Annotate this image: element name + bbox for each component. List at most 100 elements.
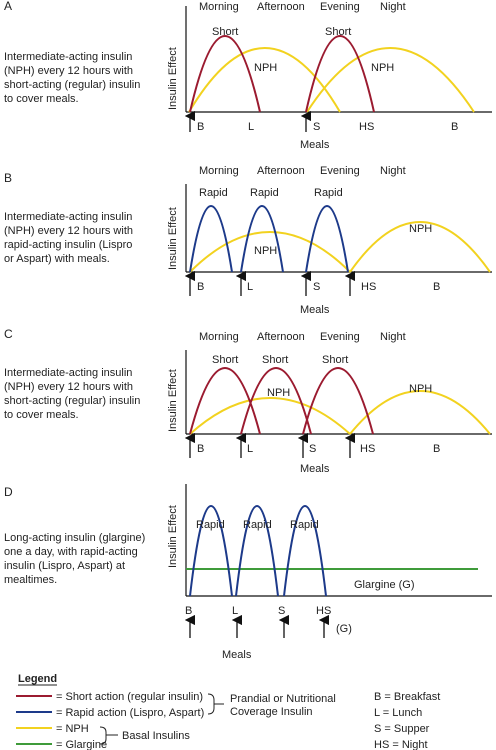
panel-c-desc-line-4: to cover meals. — [4, 409, 79, 421]
legend-basal-label: Basal Insulins — [122, 730, 190, 742]
panel-d-desc-line-3: insulin (Lispro, Aspart) at — [4, 560, 125, 572]
panel-c-label-short-2: Short — [262, 354, 288, 366]
panel-c-nph-curve-1 — [189, 397, 351, 435]
panel-a-label-nph-2: NPH — [371, 62, 394, 74]
legend-item-nph: = NPH — [56, 723, 89, 735]
panel-d-meal-l: L — [232, 605, 238, 617]
panel-b-label-rapid-2: Rapid — [250, 187, 279, 199]
panel-a-desc-line-4: to cover meals. — [4, 93, 79, 105]
panel-a-meal-s: S — [313, 121, 320, 133]
panel-b-letter: B — [4, 171, 12, 185]
panel-d-desc-line-1: Long-acting insulin (glargine) — [4, 532, 145, 544]
panel-c-short-curve-1 — [189, 367, 261, 435]
panel-b-desc-line-4: or Aspart) with meals. — [4, 253, 110, 265]
panel-c-period-night: Night — [380, 331, 406, 343]
legend-abbr-lunch: L = Lunch — [374, 707, 422, 719]
panel-a-meal-b: B — [197, 121, 204, 133]
panel-a-period-afternoon: Afternoon — [257, 1, 305, 13]
panel-d-desc-line-4: mealtimes. — [4, 574, 57, 586]
panel-d-meals-label: Meals — [222, 649, 252, 661]
panel-d: D Long-acting insulin (glargine) one a d… — [4, 484, 492, 661]
panel-c-nph-curve-2 — [349, 390, 491, 435]
panel-b-period-night: Night — [380, 165, 406, 177]
panel-b-meals-label: Meals — [300, 304, 330, 316]
panel-b-label-rapid-1: Rapid — [199, 187, 228, 199]
panel-b-meal-s: S — [313, 281, 320, 293]
panel-a-period-night: Night — [380, 1, 406, 13]
panel-b-label-rapid-3: Rapid — [314, 187, 343, 199]
panel-a-label-short-1: Short — [212, 26, 238, 38]
panel-c-period-morning: Morning — [199, 331, 239, 343]
panel-a-nph-curve-1 — [188, 47, 341, 113]
panel-d-meal-hs: HS — [316, 605, 331, 617]
panel-a: A Intermediate-acting insulin (NPH) ever… — [4, 0, 492, 151]
legend-abbr-breakfast: B = Breakfast — [374, 691, 440, 703]
panel-c-meal-l: L — [247, 443, 253, 455]
panel-b-meal-b: B — [197, 281, 204, 293]
panel-a-desc-line-2: (NPH) every 12 hours with — [4, 65, 133, 77]
panel-d-glargine-marker: (G) — [336, 623, 352, 635]
legend-prandial-bracket — [207, 693, 215, 715]
legend-prandial-line-1: Prandial or Nutritional — [230, 693, 336, 705]
panel-c-label-short-1: Short — [212, 354, 238, 366]
legend-abbr-supper: S = Supper — [374, 723, 430, 735]
panel-c-period-afternoon: Afternoon — [257, 331, 305, 343]
panel-b-rapid-curve-1 — [189, 205, 233, 273]
panel-b-label-nph-2: NPH — [409, 223, 432, 235]
legend-item-glargine: = Glargine — [56, 739, 107, 750]
panel-d-rapid-curve-2 — [235, 505, 279, 597]
panel-a-nph-curve-2 — [306, 47, 475, 113]
panel-b-period-afternoon: Afternoon — [257, 165, 305, 177]
panel-b-y-axis-label: Insulin Effect — [167, 207, 179, 270]
panel-a-desc-line-3: short-acting (regular) insulin — [4, 79, 140, 91]
panel-c-meals-label: Meals — [300, 463, 330, 475]
panel-b-desc-line-3: rapid-acting insulin (Lispro — [4, 239, 132, 251]
panel-c-y-axis-label: Insulin Effect — [167, 369, 179, 432]
panel-d-desc-line-2: one a day, with rapid-acting — [4, 546, 138, 558]
panel-d-label-rapid-1: Rapid — [196, 519, 225, 531]
panel-b-rapid-curve-3 — [305, 205, 349, 273]
panel-c-short-curve-2 — [240, 367, 312, 435]
panel-b-meal-b2: B — [433, 281, 440, 293]
panel-b-meal-hs: HS — [361, 281, 376, 293]
panel-b: B Intermediate-acting insulin (NPH) ever… — [4, 165, 492, 316]
panel-b-desc-line-1: Intermediate-acting insulin — [4, 211, 132, 223]
legend-item-short: = Short action (regular insulin) — [56, 691, 203, 703]
panel-a-meal-hs: HS — [359, 121, 374, 133]
panel-c-desc-line-3: short-acting (regular) insulin — [4, 395, 140, 407]
panel-c-meal-b2: B — [433, 443, 440, 455]
panel-c-label-nph-2: NPH — [409, 383, 432, 395]
panel-d-meal-b: B — [185, 605, 192, 617]
panel-a-desc-line-1: Intermediate-acting insulin — [4, 51, 132, 63]
panel-c-label-nph-1: NPH — [267, 387, 290, 399]
panel-d-label-glargine: Glargine (G) — [354, 579, 415, 591]
panel-a-label-short-2: Short — [325, 26, 351, 38]
panel-d-label-rapid-3: Rapid — [290, 519, 319, 531]
panel-c-period-evening: Evening — [320, 331, 360, 343]
panel-a-short-curve-1 — [189, 35, 261, 113]
legend-abbr-night: HS = Night — [374, 739, 428, 750]
panel-a-label-nph-1: NPH — [254, 62, 277, 74]
panel-c-meal-s: S — [309, 443, 316, 455]
panel-c-meal-hs: HS — [360, 443, 375, 455]
panel-b-meal-l: L — [247, 281, 253, 293]
panel-c-label-short-3: Short — [322, 354, 348, 366]
panel-d-y-axis-label: Insulin Effect — [167, 505, 179, 568]
panel-b-rapid-curve-2 — [240, 205, 284, 273]
legend-title: Legend — [18, 673, 57, 685]
panel-d-rapid-curve-1 — [189, 505, 233, 597]
panel-b-period-evening: Evening — [320, 165, 360, 177]
panel-b-period-morning: Morning — [199, 165, 239, 177]
panel-d-meal-s: S — [278, 605, 285, 617]
panel-a-period-morning: Morning — [199, 1, 239, 13]
panel-d-letter: D — [4, 485, 13, 499]
legend: Legend = Short action (regular insulin) … — [16, 673, 440, 750]
panel-a-meals-label: Meals — [300, 139, 330, 151]
panel-c-desc-line-1: Intermediate-acting insulin — [4, 367, 132, 379]
panel-a-short-curve-2 — [305, 35, 375, 113]
legend-item-rapid: = Rapid action (Lispro, Aspart) — [56, 707, 204, 719]
panel-a-period-evening: Evening — [320, 1, 360, 13]
legend-prandial-line-2: Coverage Insulin — [230, 706, 313, 718]
panel-d-rapid-curve-3 — [283, 505, 327, 597]
